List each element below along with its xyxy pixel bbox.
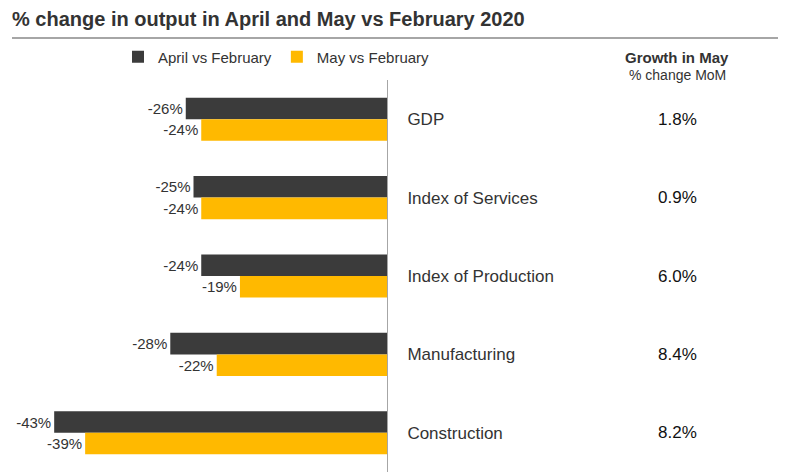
svg-text:GDP: GDP (407, 110, 444, 129)
svg-text:Index of Services: Index of Services (407, 189, 537, 208)
svg-text:-24%: -24% (163, 200, 198, 217)
svg-text:0.9%: 0.9% (658, 188, 697, 207)
svg-text:-24%: -24% (163, 121, 198, 138)
svg-text:-24%: -24% (163, 257, 198, 274)
svg-text:% change in output in April an: % change in output in April and May vs F… (12, 8, 525, 30)
svg-text:6.0%: 6.0% (658, 267, 697, 286)
svg-text:8.4%: 8.4% (658, 345, 697, 364)
svg-text:-19%: -19% (202, 278, 237, 295)
svg-text:May vs February: May vs February (317, 49, 429, 66)
svg-text:Growth in May: Growth in May (625, 49, 729, 66)
svg-text:1.8%: 1.8% (658, 110, 697, 129)
svg-text:Index of Production: Index of Production (407, 267, 553, 286)
svg-text:April vs February: April vs February (158, 49, 272, 66)
svg-text:8.2%: 8.2% (658, 423, 697, 442)
svg-text:-28%: -28% (132, 335, 167, 352)
svg-text:Manufacturing: Manufacturing (407, 345, 515, 364)
svg-text:-22%: -22% (179, 357, 214, 374)
svg-text:-25%: -25% (155, 178, 190, 195)
svg-text:-43%: -43% (16, 414, 51, 431)
svg-text:Construction: Construction (407, 424, 502, 443)
svg-text:-26%: -26% (148, 100, 183, 117)
svg-text:% change MoM: % change MoM (629, 67, 726, 83)
svg-text:-39%: -39% (47, 435, 82, 452)
